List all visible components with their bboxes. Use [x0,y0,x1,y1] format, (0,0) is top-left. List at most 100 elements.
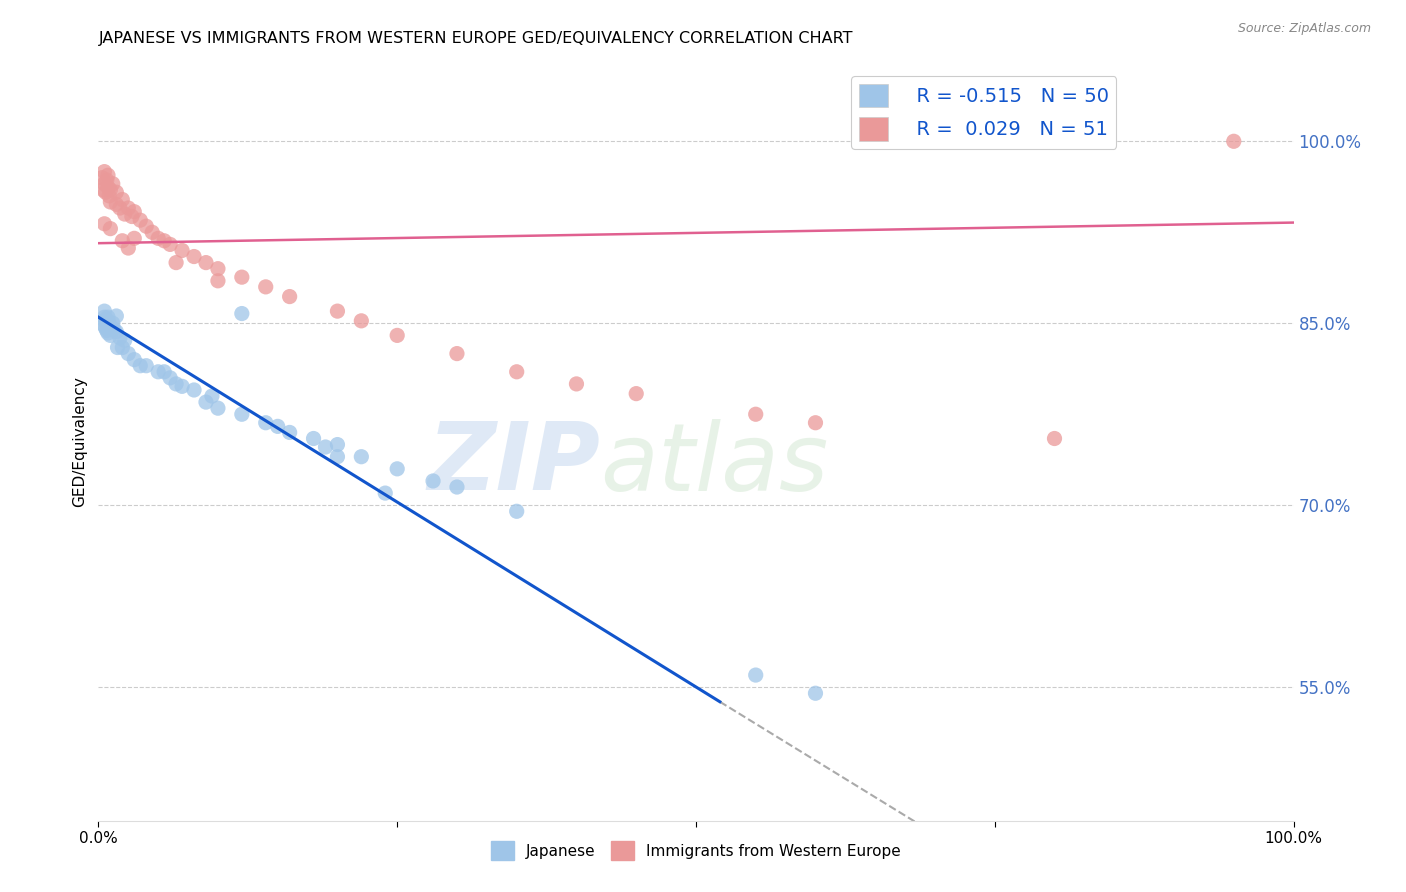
Point [231,270,253,285]
Point [326,437,349,451]
Point [1223,134,1246,148]
Point [195,395,218,409]
Point [141,225,163,239]
Point [183,383,205,397]
Point [97,310,120,325]
Point [117,241,139,255]
Point [114,207,136,221]
Point [121,210,143,224]
Point [91,183,114,197]
Text: ZIP: ZIP [427,418,600,510]
Point [626,386,648,401]
Point [97,168,120,182]
Point [446,480,468,494]
Point [201,389,224,403]
Point [350,450,373,464]
Point [94,186,117,200]
Point [565,376,588,391]
Text: atlas: atlas [600,418,828,510]
Point [231,307,253,321]
Point [745,407,768,421]
Point [96,173,118,187]
Point [278,289,301,303]
Point [278,425,301,440]
Point [267,419,290,434]
Y-axis label: GED/Equivalency: GED/Equivalency [72,376,87,507]
Point [385,462,409,476]
Point [124,352,146,367]
Point [129,213,152,227]
Point [148,365,170,379]
Point [105,325,128,339]
Point [93,310,115,325]
Point [207,401,229,416]
Point [108,201,131,215]
Point [111,234,134,248]
Point [422,474,444,488]
Point [98,183,122,197]
Point [98,319,122,334]
Point [135,219,157,234]
Point [93,177,115,191]
Point [129,359,152,373]
Point [165,255,187,269]
Point [183,250,205,264]
Legend: Japanese, Immigrants from Western Europe: Japanese, Immigrants from Western Europe [485,835,907,866]
Point [98,221,122,235]
Point [98,189,121,203]
Point [804,686,827,700]
Point [254,280,277,294]
Point [745,668,768,682]
Point [446,346,468,360]
Point [804,416,827,430]
Point [506,365,529,379]
Point [350,314,373,328]
Point [93,304,115,318]
Point [101,177,124,191]
Point [105,309,128,323]
Point [96,312,118,326]
Point [93,314,115,328]
Point [124,231,146,245]
Point [111,193,134,207]
Point [117,346,139,360]
Point [107,341,129,355]
Point [111,341,134,355]
Point [114,333,136,347]
Point [231,407,253,421]
Point [135,359,157,373]
Point [172,244,194,258]
Point [94,321,117,335]
Point [195,255,218,269]
Point [96,324,118,338]
Point [103,322,125,336]
Point [165,376,187,391]
Point [374,486,396,500]
Point [108,331,131,345]
Point [153,234,176,248]
Point [98,316,121,330]
Point [207,274,229,288]
Point [159,237,181,252]
Point [207,261,229,276]
Point [105,197,128,211]
Point [153,365,176,379]
Point [385,328,409,343]
Point [97,326,120,340]
Point [117,201,139,215]
Point [105,186,128,200]
Text: JAPANESE VS IMMIGRANTS FROM WESTERN EUROPE GED/EQUIVALENCY CORRELATION CHART: JAPANESE VS IMMIGRANTS FROM WESTERN EURO… [98,31,853,46]
Point [302,432,325,446]
Point [91,170,114,185]
Point [506,504,529,518]
Point [172,379,194,393]
Point [93,217,115,231]
Point [315,440,337,454]
Point [98,194,122,209]
Point [101,316,124,330]
Point [1043,432,1066,446]
Point [254,416,277,430]
Point [97,180,120,194]
Point [326,450,349,464]
Point [124,204,146,219]
